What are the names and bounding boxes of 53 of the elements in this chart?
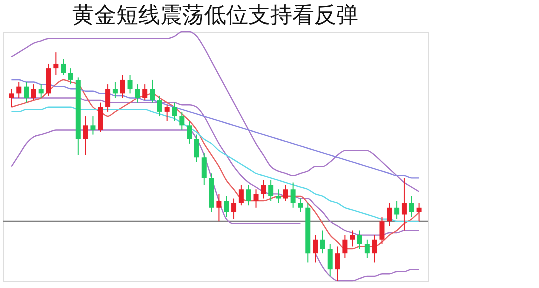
candlestick (298, 198, 304, 213)
candlestick (61, 58, 66, 76)
candlestick (98, 102, 104, 134)
candlestick (150, 79, 156, 104)
candlestick (246, 184, 252, 206)
candlestick (180, 111, 185, 131)
candlestick (290, 182, 296, 208)
candlestick (261, 180, 266, 200)
candlestick (120, 74, 126, 99)
candlestick (194, 134, 200, 163)
candlestick (387, 202, 392, 227)
candlestick (254, 189, 259, 208)
candlestick (164, 104, 170, 122)
candlestick (24, 82, 30, 104)
candlestick (187, 120, 192, 144)
candlestick (320, 230, 326, 254)
candlestick (224, 196, 230, 218)
candlestick (394, 200, 400, 220)
candlestick (83, 116, 88, 156)
candlestick (276, 189, 281, 204)
candlestick (16, 82, 22, 99)
candlestick (54, 52, 59, 76)
candlestick (372, 234, 378, 264)
candlestick (416, 202, 422, 222)
candlestick (283, 184, 288, 202)
candlestick (142, 84, 148, 102)
candlestick (402, 178, 407, 232)
candlestick (350, 230, 356, 248)
candlestick (380, 216, 385, 245)
candlestick (342, 234, 348, 259)
candlestick (172, 102, 178, 122)
candlestick (364, 239, 370, 259)
candlestick (128, 74, 133, 94)
candlestick (335, 246, 340, 282)
candlestick (216, 194, 222, 222)
candlestick (238, 184, 244, 206)
candlestick (409, 196, 414, 218)
candlestick (38, 84, 44, 99)
candlestick (90, 116, 96, 136)
candlestick (232, 198, 237, 220)
candlestick (157, 95, 162, 118)
chart-title: 黄金短线震荡低位支持看反弹 (72, 3, 358, 28)
candlestick (9, 88, 14, 108)
candlestick (328, 244, 333, 277)
candlestick (268, 180, 274, 202)
candlestick (31, 84, 36, 102)
candlestick (106, 84, 111, 112)
candlestick (68, 68, 74, 86)
candlestick (313, 234, 318, 264)
candlestick (202, 152, 207, 186)
candlestick (112, 82, 118, 99)
candlestick (135, 84, 140, 104)
candlestick (358, 230, 363, 250)
